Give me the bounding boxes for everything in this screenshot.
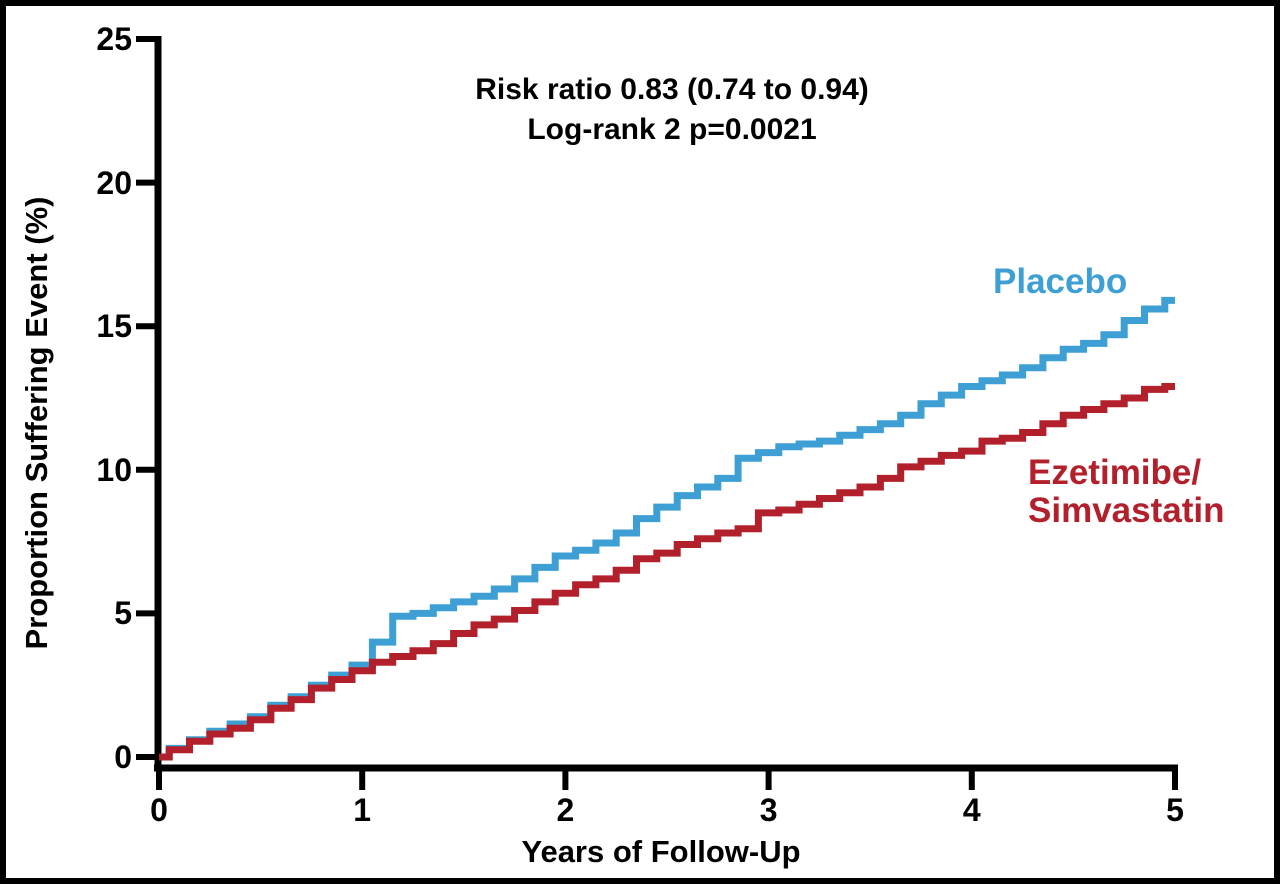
km-figure: Risk ratio 0.83 (0.74 to 0.94) Log-rank … bbox=[6, 6, 1274, 878]
x-tick-label: 0 bbox=[150, 792, 168, 828]
ezetimibe-label-line1: Ezetimibe/ bbox=[1028, 453, 1202, 492]
x-tick-label: 3 bbox=[759, 792, 778, 828]
x-tick-label: 4 bbox=[962, 792, 981, 828]
y-tick-label: 10 bbox=[96, 451, 132, 488]
placebo-series-label: Placebo bbox=[993, 262, 1128, 301]
y-tick-label: 0 bbox=[114, 739, 132, 775]
x-tick-label: 5 bbox=[1166, 792, 1184, 828]
y-tick-label: 25 bbox=[96, 21, 132, 57]
risk-ratio-text: Risk ratio 0.83 (0.74 to 0.94) bbox=[475, 73, 869, 106]
x-tick-label: 2 bbox=[556, 792, 575, 828]
x-axis-title: Years of Follow-Up bbox=[521, 834, 801, 869]
curve-ezetimibe-simvastatin bbox=[159, 383, 1175, 761]
y-tick-label: 20 bbox=[96, 164, 132, 201]
y-tick-label: 5 bbox=[114, 595, 132, 632]
km-plot-canvas bbox=[136, 36, 1178, 790]
log-rank-text: Log-rank 2 p=0.0021 bbox=[527, 113, 817, 146]
x-tick-label: 1 bbox=[353, 792, 372, 828]
y-axis-title: Proportion Suffering Event (%) bbox=[19, 196, 54, 650]
stats-annotation: Risk ratio 0.83 (0.74 to 0.94) Log-rank … bbox=[475, 70, 869, 150]
y-tick-label: 15 bbox=[96, 308, 132, 345]
ezetimibe-simvastatin-series-label: Ezetimibe/ Simvastatin bbox=[1028, 454, 1224, 530]
ezetimibe-label-line2: Simvastatin bbox=[1028, 491, 1225, 530]
